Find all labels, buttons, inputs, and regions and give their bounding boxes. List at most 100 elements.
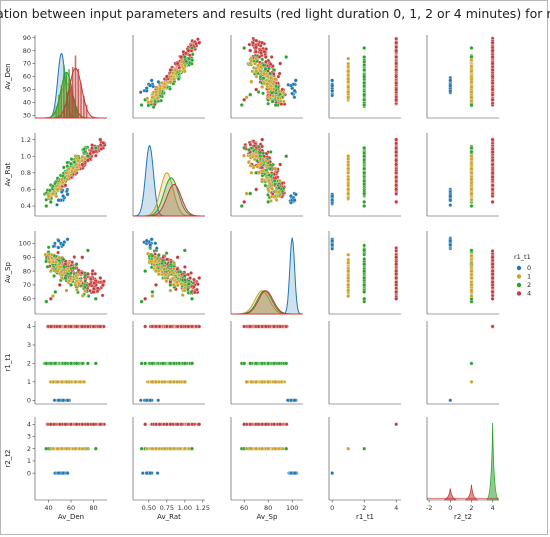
point-series-0 [56, 238, 61, 243]
point-series-1 [277, 190, 281, 194]
point-series-1 [149, 99, 154, 104]
point-series-1 [73, 154, 78, 159]
point-series-4 [258, 43, 263, 48]
point-series-4 [251, 41, 255, 45]
point-series-1 [74, 162, 79, 167]
point-series-4 [490, 276, 495, 280]
point-series-1 [253, 61, 257, 66]
point-series-1 [152, 263, 157, 267]
point-series-4 [254, 87, 259, 92]
point-series-1 [258, 162, 263, 167]
point-series-2 [239, 103, 244, 107]
point-series-1 [346, 154, 351, 159]
point-series-2 [83, 279, 88, 283]
point-series-2 [362, 60, 367, 64]
point-series-0 [293, 192, 298, 197]
point-series-2 [178, 270, 183, 274]
point-series-1 [346, 282, 351, 287]
point-series-0 [289, 83, 293, 88]
point-series-4 [150, 324, 155, 329]
point-series-4 [490, 289, 495, 294]
point-series-4 [394, 150, 399, 155]
point-series-4 [490, 255, 495, 260]
point-series-0 [293, 78, 298, 83]
point-series-2 [272, 68, 277, 72]
point-series-2 [362, 154, 367, 159]
panel-Av_Den-vs-r1_t1 [328, 35, 401, 119]
point-series-4 [490, 296, 495, 301]
point-series-2 [168, 282, 173, 287]
point-series-4 [90, 143, 94, 147]
point-series-4 [277, 71, 282, 76]
point-series-1 [160, 270, 165, 274]
point-series-2 [182, 274, 187, 278]
point-series-0 [448, 194, 453, 199]
panel-Av_Den-vs-r2_t2 [426, 35, 499, 119]
point-series-4 [394, 36, 399, 41]
point-series-1 [469, 177, 474, 182]
point-series-1 [277, 179, 282, 183]
point-series-1 [164, 272, 168, 277]
point-series-1 [182, 282, 187, 287]
point-series-1 [179, 60, 184, 64]
point-series-1 [150, 294, 155, 298]
point-series-0 [144, 238, 149, 243]
point-series-2 [268, 150, 273, 154]
point-series-2 [272, 179, 277, 183]
point-series-1 [469, 84, 474, 89]
point-series-1 [80, 294, 85, 298]
point-series-4 [490, 194, 495, 198]
point-series-1 [47, 259, 52, 264]
point-series-2 [362, 257, 367, 261]
point-series-4 [490, 81, 495, 85]
point-series-4 [490, 97, 495, 102]
point-series-4 [259, 50, 264, 55]
point-series-1 [154, 379, 158, 384]
point-series-4 [154, 324, 158, 329]
point-series-4 [394, 146, 399, 151]
point-series-1 [51, 191, 55, 196]
point-series-4 [490, 158, 495, 163]
point-series-2 [183, 278, 187, 282]
point-series-1 [178, 69, 182, 73]
point-series-2 [44, 299, 49, 304]
point-series-4 [394, 262, 399, 267]
point-series-1 [74, 273, 78, 278]
point-series-2 [362, 170, 367, 175]
point-series-2 [48, 199, 53, 204]
point-series-1 [346, 69, 351, 74]
point-series-0 [448, 83, 453, 88]
point-series-2 [258, 150, 263, 155]
point-series-4 [91, 289, 96, 294]
point-series-1 [58, 265, 63, 269]
point-series-1 [182, 379, 187, 384]
point-series-4 [254, 38, 259, 43]
point-series-1 [469, 288, 474, 293]
point-series-1 [267, 86, 272, 91]
point-series-4 [70, 260, 75, 265]
point-series-4 [143, 296, 148, 301]
point-series-2 [83, 273, 88, 278]
panel-r1_t1-vs-Av_Rat [132, 321, 205, 405]
point-series-1 [73, 282, 78, 287]
panel-r1_t1-vs-Av_Sp [230, 321, 303, 405]
point-series-4 [394, 175, 399, 179]
point-series-1 [158, 89, 162, 94]
point-series-1 [180, 293, 185, 297]
point-series-1 [171, 271, 176, 276]
point-series-1 [265, 163, 270, 168]
point-series-2 [362, 199, 367, 204]
point-series-2 [190, 46, 194, 50]
point-series-1 [276, 96, 280, 100]
point-series-2 [362, 276, 367, 280]
point-series-1 [60, 276, 64, 280]
point-series-0 [330, 78, 335, 83]
point-series-0 [330, 198, 335, 203]
point-series-2 [256, 144, 261, 149]
point-series-2 [273, 103, 278, 107]
point-series-1 [260, 177, 265, 182]
point-series-2 [260, 57, 265, 62]
point-series-1 [249, 59, 254, 63]
point-series-2 [248, 191, 253, 196]
